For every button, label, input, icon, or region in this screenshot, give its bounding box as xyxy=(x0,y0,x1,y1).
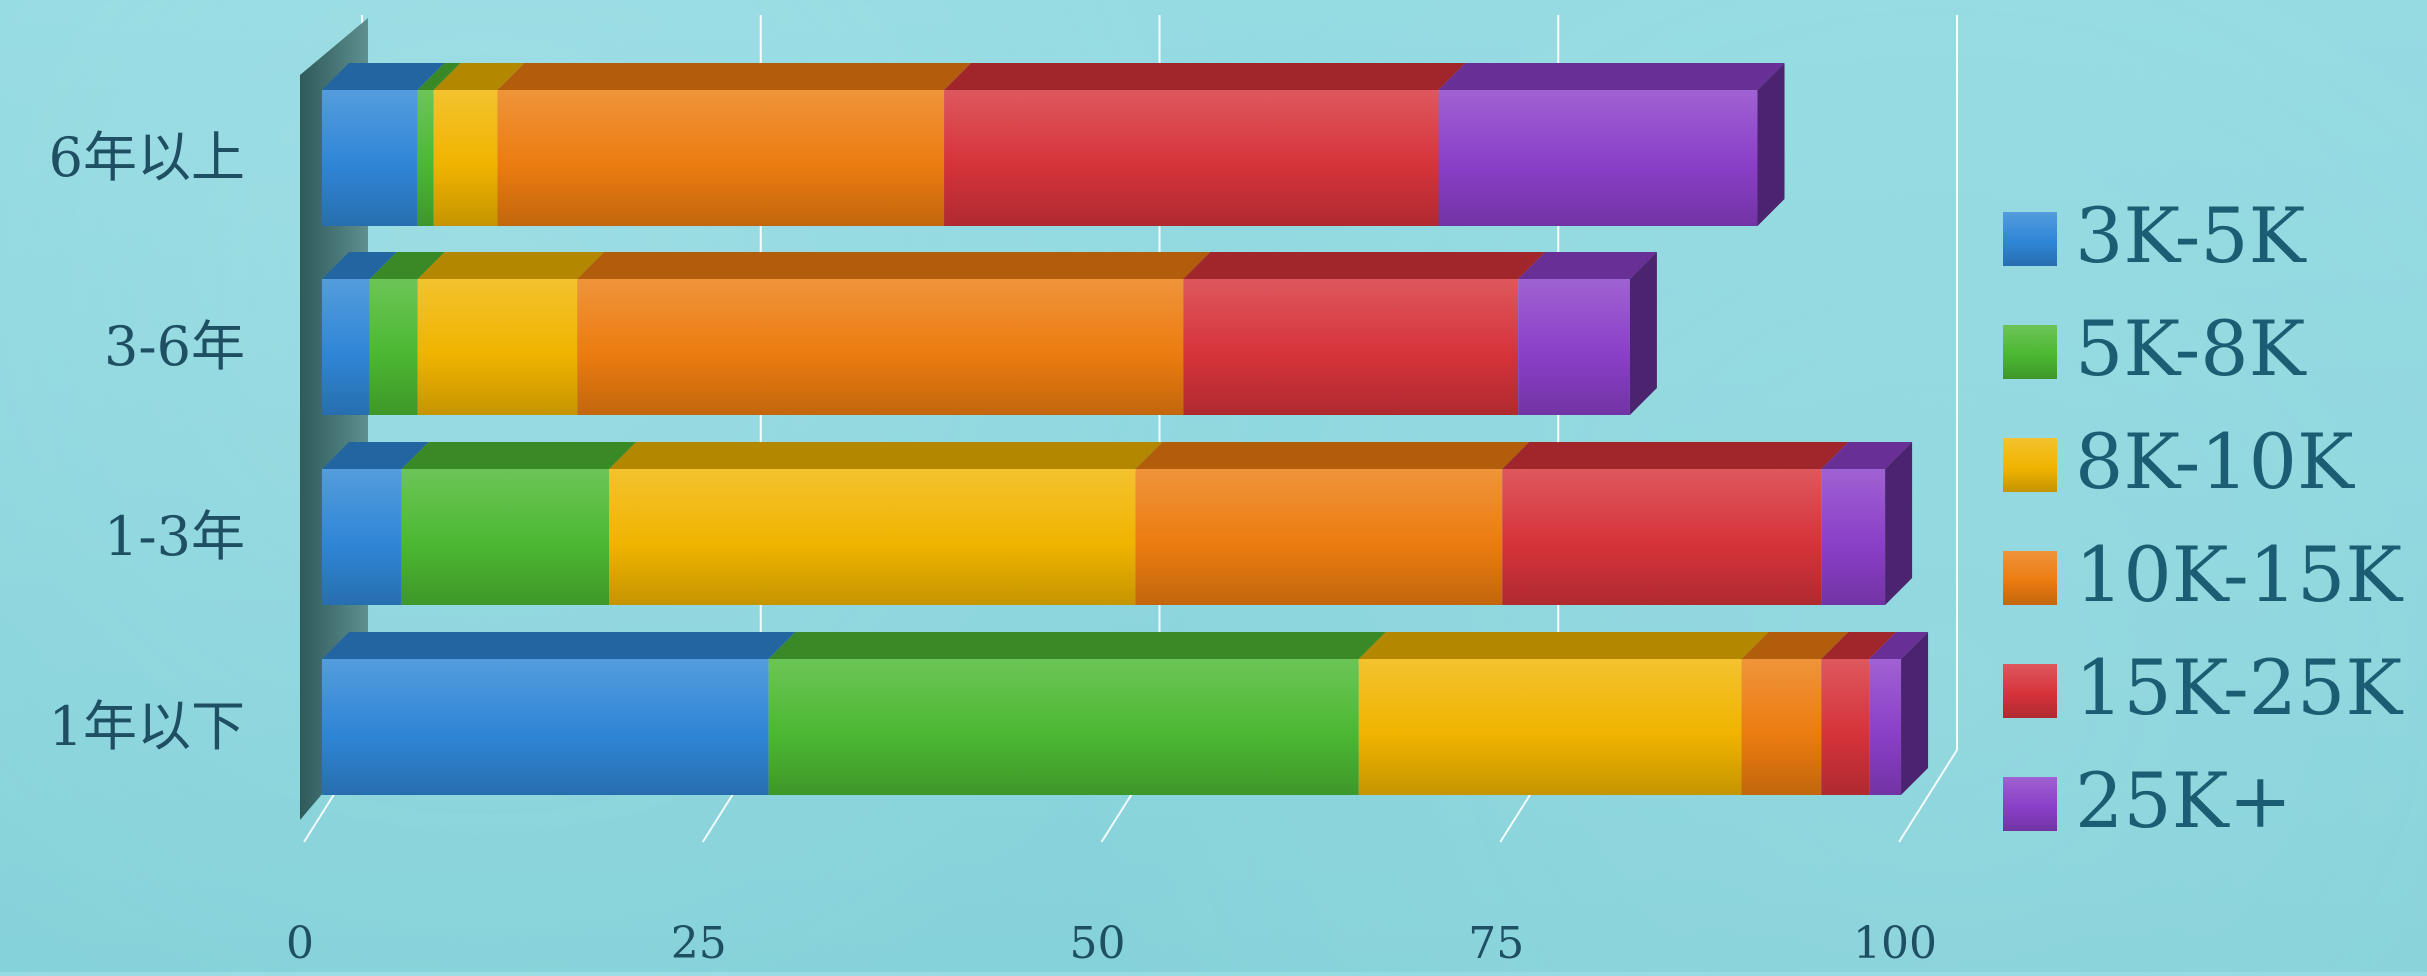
bar-top-25K+ xyxy=(1869,632,1929,659)
category-axis: 6年以上 3-6年 1-3年 1年以下 xyxy=(49,126,245,758)
legend-label: 5K-8K xyxy=(2075,304,2307,393)
bar-segment-25K+ xyxy=(1869,659,1902,795)
legend-label: 25K+ xyxy=(2075,756,2292,845)
bar-top-10K-15K xyxy=(577,252,1211,279)
tick-label: 50 xyxy=(1070,918,1126,969)
bar-top-15K-25K xyxy=(1821,632,1897,659)
category-label: 1-3年 xyxy=(104,505,245,568)
legend-swatch xyxy=(2003,551,2057,605)
bar-segment-15K-25K xyxy=(1183,279,1519,415)
bar-segment-25K+ xyxy=(1518,279,1630,415)
bar-top-3K-5K xyxy=(322,442,429,469)
bar-top-25K+ xyxy=(1518,252,1657,279)
bar-side-face xyxy=(1757,63,1785,226)
bar-segment-25K+ xyxy=(1438,90,1758,226)
bar-segment-10K-15K xyxy=(1135,469,1503,605)
bar-top-5K-8K xyxy=(401,442,637,469)
bar-side-face xyxy=(1885,442,1913,605)
legend-swatch xyxy=(2003,438,2057,492)
bar-top-10K-15K xyxy=(497,63,972,90)
bar-top-8K-10K xyxy=(417,252,605,279)
bar-top-3K-5K xyxy=(322,632,796,659)
tick-label: 25 xyxy=(671,918,727,969)
bar-segment-8K-10K xyxy=(1358,659,1742,795)
bar-segment-10K-15K xyxy=(497,90,945,226)
bar-top-15K-25K xyxy=(1502,442,1849,469)
bar-segment-25K+ xyxy=(1821,469,1886,605)
legend-label: 15K-25K xyxy=(2075,643,2403,732)
bar-side-face xyxy=(1629,252,1657,415)
bar-segment-5K-8K xyxy=(417,90,434,226)
bar-segment-8K-10K xyxy=(433,90,498,226)
tick-label: 0 xyxy=(286,918,314,969)
category-label: 3-6年 xyxy=(104,315,245,378)
tick-label: 100 xyxy=(1853,918,1937,969)
bar-segment-10K-15K xyxy=(577,279,1184,415)
bar-top-3K-5K xyxy=(322,63,445,90)
bar-top-8K-10K xyxy=(1358,632,1769,659)
bar-top-5K-8K xyxy=(417,63,461,90)
tick-label: 75 xyxy=(1468,918,1524,969)
bar-top-8K-10K xyxy=(433,63,525,90)
bar-segment-8K-10K xyxy=(417,279,578,415)
legend-swatch xyxy=(2003,664,2057,718)
bar-segment-3K-5K xyxy=(322,279,370,415)
bar-top-15K-25K xyxy=(1183,252,1546,279)
bar-segment-5K-8K xyxy=(768,659,1359,795)
bar-segment-8K-10K xyxy=(609,469,1136,605)
bar-top-5K-8K xyxy=(768,632,1386,659)
value-axis: 0 25 50 75 100 xyxy=(286,918,1937,969)
legend-swatch xyxy=(2003,325,2057,379)
bar-segment-15K-25K xyxy=(1821,659,1870,795)
bar-segment-15K-25K xyxy=(1502,469,1822,605)
bar-segment-3K-5K xyxy=(322,469,402,605)
bar-segment-10K-15K xyxy=(1741,659,1822,795)
category-label: 1年以下 xyxy=(49,695,245,758)
bar-top-10K-15K xyxy=(1741,632,1849,659)
legend-label: 3K-5K xyxy=(2075,191,2307,280)
bar-segment-3K-5K xyxy=(322,90,418,226)
bar-segment-3K-5K xyxy=(322,659,769,795)
category-label: 6年以上 xyxy=(49,126,245,189)
bar-top-25K+ xyxy=(1821,442,1913,469)
floor-gridline xyxy=(1898,749,1958,843)
legend-label: 8K-10K xyxy=(2075,417,2355,506)
bar-top-10K-15K xyxy=(1135,442,1530,469)
bar-segment-15K-25K xyxy=(944,90,1439,226)
bar-side-face xyxy=(1901,632,1929,795)
bar-top-3K-5K xyxy=(322,252,397,279)
legend-swatch xyxy=(2003,777,2057,831)
bar-top-8K-10K xyxy=(609,442,1163,469)
legend-label: 10K-15K xyxy=(2075,530,2403,619)
bar-top-15K-25K xyxy=(944,63,1466,90)
bars xyxy=(322,63,1929,795)
legend-swatch xyxy=(2003,212,2057,266)
legend: 3K-5K 5K-8K 8K-10K 10K-15K 15K-25K 25K+ xyxy=(2003,191,2403,845)
bar-segment-5K-8K xyxy=(369,279,418,415)
bar-top-25K+ xyxy=(1438,63,1785,90)
bar-top-5K-8K xyxy=(369,252,445,279)
bar-segment-5K-8K xyxy=(401,469,610,605)
